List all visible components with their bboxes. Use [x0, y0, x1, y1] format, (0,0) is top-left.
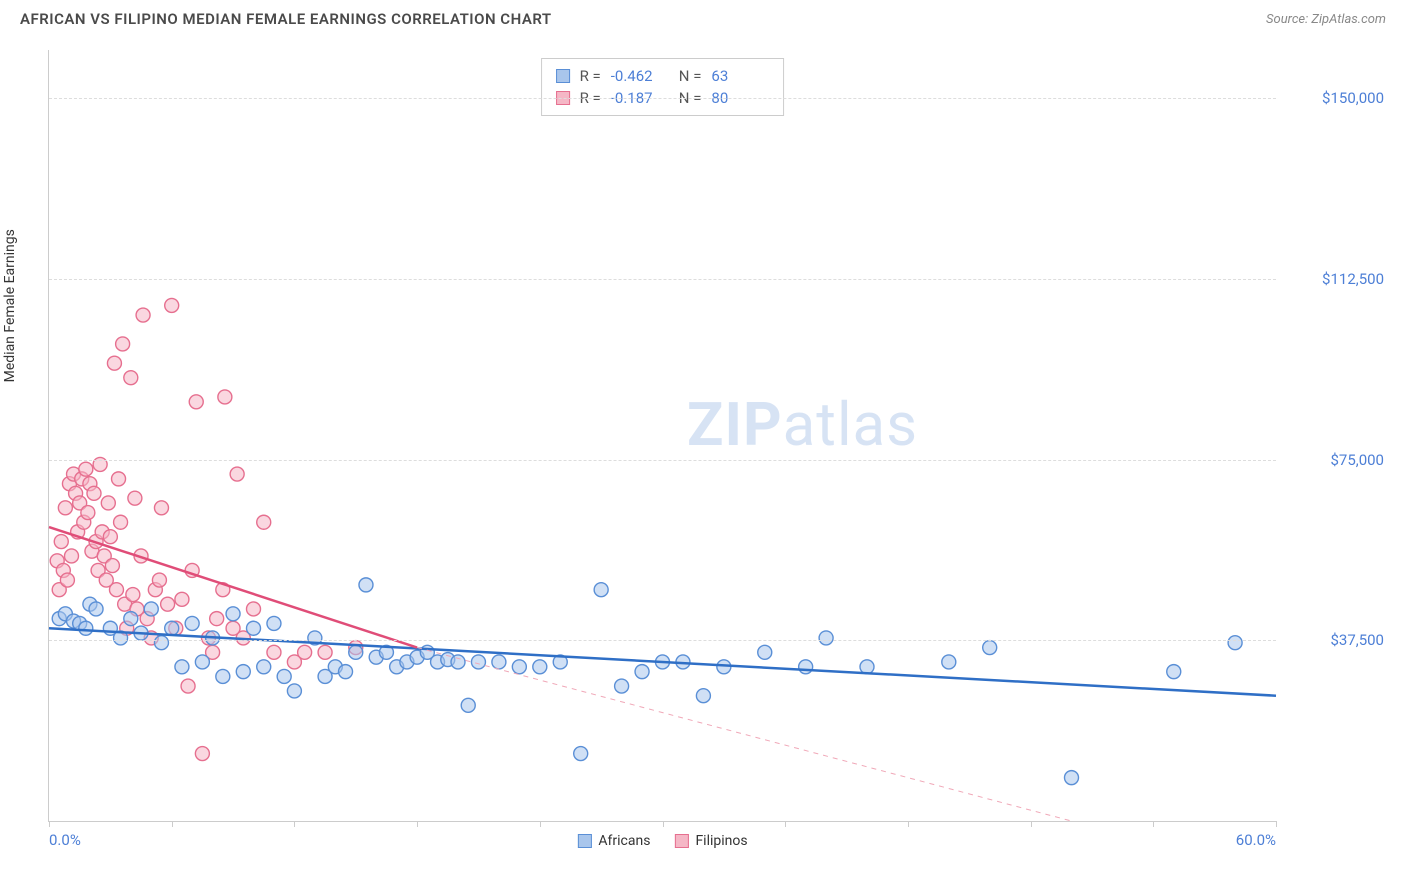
swatch-africans-icon	[556, 69, 570, 83]
x-tick	[785, 821, 786, 827]
y-axis-label: Median Female Earnings	[2, 229, 18, 382]
stats-legend-box: R = -0.462 N = 63 R = -0.187 N = 80	[541, 58, 785, 116]
x-tick	[1031, 821, 1032, 827]
x-tick	[1153, 821, 1154, 827]
swatch-africans-icon	[577, 834, 591, 848]
n-label: N =	[679, 67, 702, 85]
legend-bottom: Africans Filipinos	[577, 833, 747, 849]
stats-row-africans: R = -0.462 N = 63	[556, 65, 770, 87]
x-tick	[1276, 821, 1277, 827]
legend-label: Africans	[598, 833, 650, 849]
legend-item-africans: Africans	[577, 833, 650, 849]
y-tick-label: $75,000	[1284, 451, 1384, 469]
gridline	[49, 279, 1276, 280]
x-tick	[294, 821, 295, 827]
legend-item-filipinos: Filipinos	[674, 833, 747, 849]
r-value-africans: -0.462	[611, 67, 669, 85]
scatter-svg	[49, 50, 1276, 821]
y-tick-label: $37,500	[1284, 631, 1384, 649]
gridline	[49, 98, 1276, 99]
r-label: R =	[580, 67, 601, 85]
x-tick	[417, 821, 418, 827]
legend-label: Filipinos	[695, 833, 747, 849]
x-tick	[540, 821, 541, 827]
source-attribution: Source: ZipAtlas.com	[1266, 12, 1386, 27]
chart-title: AFRICAN VS FILIPINO MEDIAN FEMALE EARNIN…	[20, 10, 552, 28]
chart-container: Median Female Earnings ZIPatlas R = -0.4…	[48, 50, 1386, 852]
x-tick	[49, 821, 50, 827]
x-axis-min-label: 0.0%	[49, 831, 81, 849]
x-axis-max-label: 60.0%	[1236, 831, 1276, 849]
x-tick	[908, 821, 909, 827]
y-tick-label: $150,000	[1284, 89, 1384, 107]
swatch-filipinos-icon	[674, 834, 688, 848]
plot-area: ZIPatlas R = -0.462 N = 63 R = -0.187 N …	[48, 50, 1276, 822]
gridline	[49, 640, 1276, 641]
gridline	[49, 460, 1276, 461]
x-tick	[663, 821, 664, 827]
n-value-africans: 63	[711, 67, 769, 85]
x-tick	[172, 821, 173, 827]
y-tick-label: $112,500	[1284, 270, 1384, 288]
